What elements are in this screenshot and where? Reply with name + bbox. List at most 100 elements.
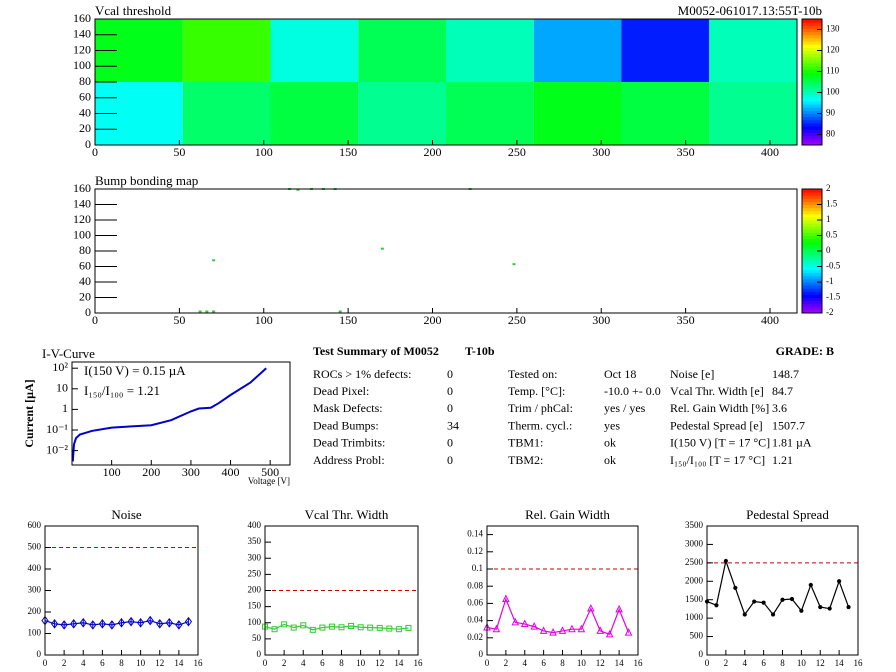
heatmap-cell	[358, 19, 446, 82]
y-tick-label: 250	[248, 568, 262, 578]
data-line	[71, 367, 267, 462]
colorbar-step	[802, 85, 822, 89]
summary-value: 148.7	[772, 367, 799, 381]
colorbar-step	[802, 247, 822, 252]
colorbar-step	[802, 28, 822, 33]
y-tick-label: 40	[79, 274, 91, 288]
y-tick-label: 500	[28, 542, 42, 552]
colorbar-step	[802, 82, 822, 86]
colorbar-tick-label: 100	[826, 87, 840, 97]
colorbar-step	[802, 91, 822, 96]
colorbar-step	[802, 291, 822, 295]
summary-value: ok	[604, 436, 616, 450]
colorbar-step	[802, 78, 822, 83]
colorbar-step	[802, 113, 822, 118]
chart-title: Vcal threshold	[95, 3, 172, 18]
x-tick-label: 16	[194, 658, 204, 668]
x-tick-label: 12	[596, 658, 605, 668]
x-tick-label: 150	[339, 313, 357, 327]
x-tick-label: 350	[677, 313, 695, 327]
marker	[742, 612, 747, 617]
marker	[50, 618, 59, 629]
summary-label: Tested on:	[508, 367, 557, 381]
y-tick-label: 50	[252, 633, 262, 643]
module-id: M0052-061017.13:55T-10b	[678, 3, 822, 18]
colorbar-step	[802, 138, 822, 143]
y-tick-label: 3500	[685, 520, 704, 530]
colorbar-step	[802, 192, 822, 196]
y-tick-label: 400	[248, 520, 262, 530]
y-tick-label: 120	[73, 212, 91, 226]
marker	[846, 604, 851, 610]
marker	[558, 626, 567, 634]
colorbar-step	[802, 69, 822, 74]
summary-value: 1507.7	[772, 418, 805, 432]
x-tick-label: 300	[592, 145, 610, 159]
x-tick-label: 0	[263, 658, 268, 668]
colorbar-step	[802, 272, 822, 277]
y-tick-label: 0.02	[467, 632, 483, 642]
bump-point	[205, 310, 209, 313]
colorbar-step	[802, 110, 822, 114]
colorbar-step	[802, 141, 822, 146]
y-tick-label: 0	[479, 649, 484, 659]
y-tick-label: 200	[28, 606, 42, 616]
y-tick-label: 20	[79, 289, 91, 303]
colorbar-step	[802, 44, 822, 48]
x-tick-label: 14	[174, 658, 184, 668]
colorbar-step	[802, 216, 822, 221]
x-tick-label: 6	[320, 658, 325, 668]
y-tick-label: 120	[73, 42, 91, 56]
summary-value: ok	[604, 453, 616, 467]
x-tick-label: 100	[255, 145, 273, 159]
colorbar-step	[802, 201, 822, 205]
marker	[309, 626, 316, 633]
colorbar-step	[802, 223, 822, 227]
x-tick-label: 2	[282, 658, 287, 668]
colorbar-step	[802, 66, 822, 70]
colorbar-step	[802, 306, 822, 311]
colorbar-step	[802, 263, 822, 267]
y-tick-label: 200	[248, 585, 262, 595]
colorbar-tick-label: 1	[826, 214, 831, 224]
bump-point	[338, 310, 342, 313]
marker	[502, 594, 510, 603]
colorbar-tick-label: 90	[826, 108, 836, 118]
colorbar-step	[802, 269, 822, 274]
x-tick-label: 6	[100, 658, 105, 668]
x-tick-label: 0	[43, 658, 48, 668]
colorbar-tick-label: -2	[826, 307, 834, 317]
colorbar-step	[802, 241, 822, 246]
x-tick-label: 6	[761, 658, 766, 668]
summary-value: 0	[447, 384, 453, 398]
y-tick-label: 400	[28, 563, 42, 573]
heatmap-cell	[709, 19, 797, 82]
x-tick-label: 10	[577, 658, 587, 668]
y-tick-label: 0	[85, 137, 91, 151]
colorbar-step	[802, 198, 822, 202]
summary-value: -10.0 +- 0.0	[604, 384, 661, 398]
x-tick-label: 400	[222, 465, 240, 479]
marker	[770, 612, 776, 617]
bump-point	[512, 263, 516, 266]
y-tick-label: 10⁻²	[46, 442, 68, 456]
colorbar-step	[802, 238, 822, 243]
marker	[290, 624, 297, 631]
summary-label: TBM1:	[508, 436, 543, 450]
x-tick-label: 14	[394, 658, 404, 668]
marker	[539, 626, 548, 634]
data-line	[264, 623, 409, 631]
colorbar-step	[802, 59, 822, 64]
x-tick-label: 10	[356, 658, 366, 668]
marker	[60, 620, 68, 630]
heatmap-cell	[621, 82, 710, 145]
x-tick-label: 200	[424, 313, 442, 327]
heatmap-cell	[270, 19, 359, 82]
chart-title: Pedestal Spread	[746, 507, 829, 522]
colorbar-step	[802, 126, 822, 130]
summary-value: 1.81 µA	[772, 436, 812, 450]
summary-title: Test Summary of M0052	[313, 344, 439, 358]
marker	[605, 629, 614, 638]
